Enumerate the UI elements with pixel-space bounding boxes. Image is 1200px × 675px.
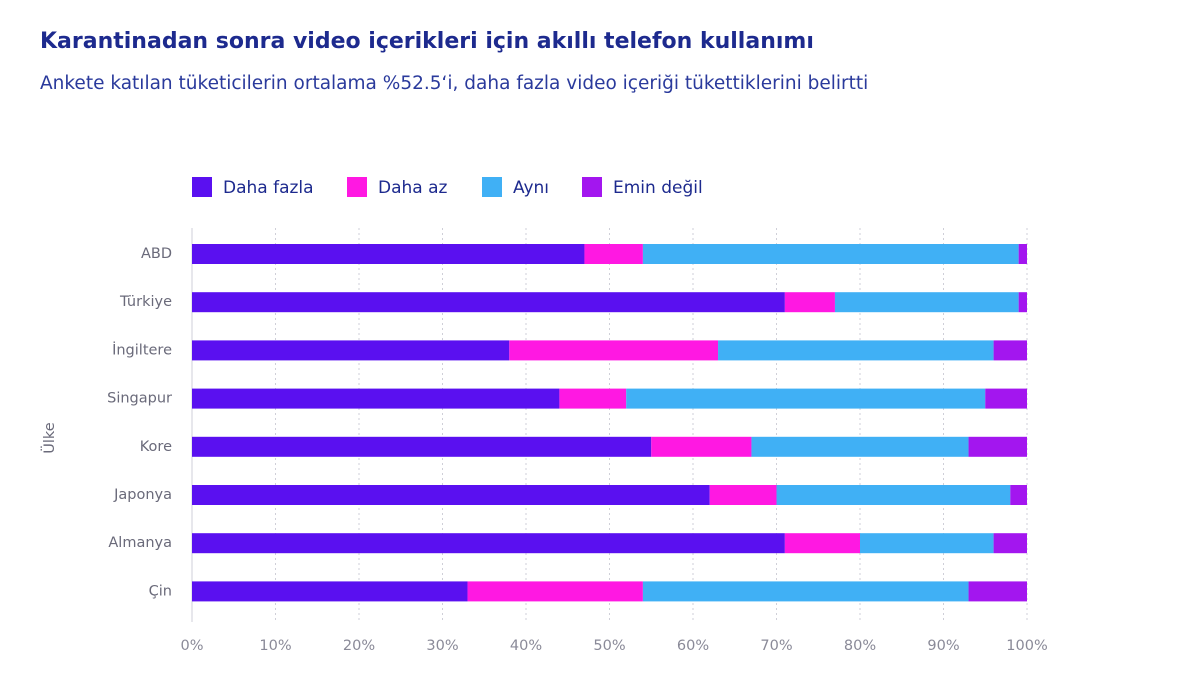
bar-segment — [784, 292, 835, 313]
legend-label: Aynı — [513, 178, 549, 198]
legend-swatch — [347, 177, 367, 197]
bar-segment — [642, 244, 1019, 264]
chart-title: Karantinadan sonra video içerikleri için… — [40, 29, 814, 54]
bar-segment — [192, 340, 510, 361]
legend-label: Daha az — [378, 178, 448, 198]
x-tick-label: 40% — [510, 638, 542, 654]
y-tick-label: Türkiye — [119, 294, 172, 310]
bar-segment — [192, 244, 585, 264]
bar-segment — [642, 581, 969, 602]
bar-segment — [559, 388, 627, 409]
legend-swatch — [482, 177, 502, 197]
y-tick-label: Singapur — [107, 391, 172, 407]
bar-segment — [860, 533, 994, 554]
bar-segment — [192, 436, 652, 457]
x-tick-label: 100% — [1006, 638, 1047, 654]
bar-segment — [993, 533, 1027, 554]
legend-label: Daha fazla — [223, 178, 314, 198]
bar-segment — [192, 581, 468, 602]
x-tick-label: 10% — [259, 638, 291, 654]
bar-segment — [192, 533, 785, 554]
bar-segment — [776, 485, 1011, 505]
legend-label: Emin değil — [613, 178, 703, 198]
y-tick-label: Kore — [140, 439, 172, 455]
x-tick-label: 90% — [927, 638, 959, 654]
bar-segment — [834, 292, 1019, 313]
y-tick-label: Japonya — [113, 487, 172, 503]
y-axis-label: Ülke — [40, 422, 58, 454]
bar-segment — [1018, 292, 1027, 313]
x-tick-label: 50% — [593, 638, 625, 654]
bar-segment — [968, 581, 1027, 602]
y-tick-label: Çin — [149, 583, 172, 599]
x-tick-label: 60% — [677, 638, 709, 654]
y-tick-label: Almanya — [108, 535, 172, 551]
bar-segment — [1010, 485, 1027, 505]
bar-segment — [1018, 244, 1027, 264]
bar-segment — [467, 581, 643, 602]
bar-segment — [718, 340, 994, 361]
x-tick-label: 20% — [343, 638, 375, 654]
bar-segment — [784, 533, 860, 554]
bar-segment — [985, 388, 1027, 409]
bar-segment — [993, 340, 1027, 361]
bar-segment — [651, 436, 752, 457]
bar-segment — [192, 292, 785, 313]
chart-subtitle: Ankete katılan tüketicilerin ortalama %5… — [40, 73, 868, 94]
bar-segment — [709, 485, 777, 505]
x-tick-label: 30% — [426, 638, 458, 654]
bar-segment — [626, 388, 986, 409]
y-tick-label: ABD — [141, 246, 172, 262]
bar-segment — [968, 436, 1027, 457]
bar-segment — [751, 436, 969, 457]
bar-segment — [192, 388, 560, 409]
x-tick-label: 0% — [180, 638, 203, 654]
x-tick-label: 70% — [760, 638, 792, 654]
bar-segment — [509, 340, 719, 361]
bar-segment — [192, 485, 710, 505]
legend-swatch — [192, 177, 212, 197]
legend-swatch — [582, 177, 602, 197]
x-tick-label: 80% — [844, 638, 876, 654]
y-tick-label: İngiltere — [112, 340, 172, 358]
bar-segment — [584, 244, 643, 264]
